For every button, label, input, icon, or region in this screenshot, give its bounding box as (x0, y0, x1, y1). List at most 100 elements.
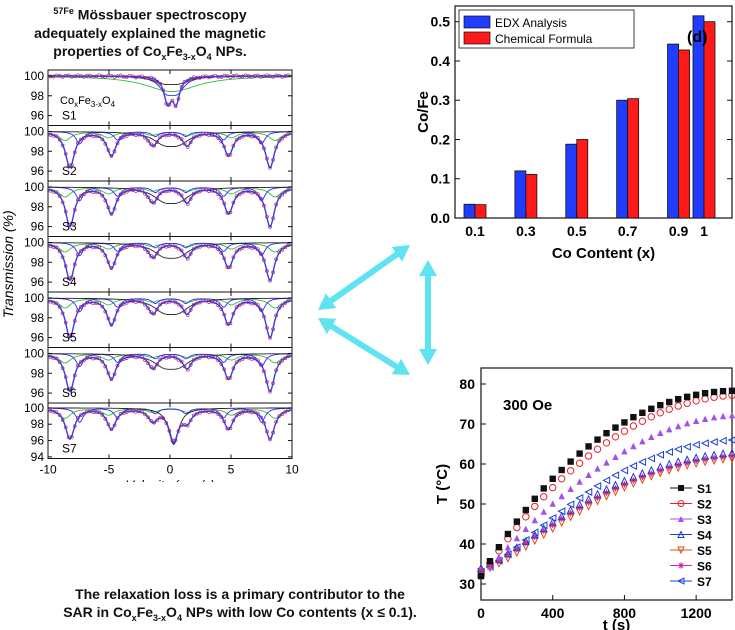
bar-y-tick-label: 0.3 (431, 92, 451, 108)
y-tick-label: 96 (31, 331, 45, 345)
marker-triangle-open (647, 465, 656, 474)
data-point (79, 137, 83, 142)
caption-isotope-sup: 57Fe (53, 6, 74, 16)
fit-curve (47, 299, 293, 339)
x-axis-label: Velocity (mm/s) (125, 478, 214, 483)
data-point (268, 225, 272, 229)
marker-triangle-open (710, 450, 719, 459)
marker-triangle-open (539, 524, 548, 533)
sample-label-s7: S7 (62, 442, 77, 456)
arrow-head (391, 358, 410, 375)
dark-component (48, 242, 292, 259)
marker-triangle-down-open (566, 513, 575, 522)
marker-square-filled (567, 458, 574, 465)
y-tick-label: 98 (31, 144, 45, 158)
caption-line3-pre: properties of Co (53, 42, 162, 59)
bar-y-tick-label: 0.2 (431, 131, 451, 147)
marker-circle-open (647, 413, 656, 421)
bar-chemical-formula (474, 204, 487, 219)
marker-square-filled (549, 475, 556, 482)
marker-square-filled (630, 414, 637, 421)
bottom-caption-post: NPs with low Co contents (x ≤ 0.1). (181, 604, 417, 620)
marker-square-filled (710, 388, 718, 396)
data-point (57, 137, 62, 142)
marker-star (477, 566, 485, 574)
marker-circle-open (584, 452, 593, 460)
marker-triangle-filled (701, 415, 709, 422)
marker-square-filled (504, 530, 512, 538)
green-component (48, 76, 292, 93)
marker-triangle-left-open (575, 493, 584, 503)
y-tick-label: 100 (24, 291, 44, 305)
marker-circle-open (692, 397, 700, 405)
data-point (283, 190, 288, 194)
marker-triangle-open (638, 468, 647, 477)
marker-triangle-left-open (611, 471, 620, 480)
caption-line3-post: NPs. (211, 42, 247, 59)
y-tick-label: 100 (24, 235, 44, 249)
marker-triangle-open (620, 476, 629, 485)
arrow-head (318, 318, 337, 335)
marker-triangle-open (692, 453, 701, 462)
marker-circle-open (531, 502, 539, 511)
marker-triangle-open (727, 448, 735, 457)
sample-label-s4: S4 (62, 275, 77, 289)
heat-legend-label: S2 (697, 498, 712, 512)
x-tick-label: -10 (39, 463, 57, 477)
y-axis-label: Transmission (%) (0, 210, 16, 318)
marker-triangle-down-open (494, 559, 503, 568)
data-point (188, 308, 193, 312)
y-tick-label: 96 (31, 386, 45, 400)
bar-chemical-formula (627, 98, 640, 219)
marker-triangle-left-open (709, 437, 718, 447)
heat-y-tick-label: 30 (459, 576, 475, 592)
arrow-stack-to-heat (318, 318, 410, 375)
marker-square-filled (495, 544, 503, 551)
marker-triangle-filled (540, 508, 547, 515)
legend-label: Chemical Formula (495, 32, 593, 46)
data-point (100, 248, 105, 253)
marker-triangle-down-open (512, 549, 521, 558)
marker-square-filled (701, 390, 709, 397)
bar-edx-analysis (514, 170, 527, 219)
marker-square-filled (477, 572, 485, 580)
caption-line2: adequately explained the magnetic (34, 24, 266, 41)
heat-y-tick-label: 80 (459, 376, 475, 392)
bar-chemical-formula (703, 21, 716, 219)
data-point (268, 389, 272, 394)
marker-square-filled (621, 419, 628, 426)
dark-component (48, 186, 292, 205)
marker-circle-open (566, 467, 575, 475)
marker-triangle-open (548, 517, 557, 526)
marker-triangle-left-open (676, 577, 685, 585)
marker-square-filled (728, 387, 735, 394)
marker-triangle-down-open (593, 497, 602, 506)
y-tick-label: 100 (24, 346, 44, 360)
fit-curve (48, 75, 292, 108)
marker-square-filled (558, 466, 565, 474)
marker-circle-open (540, 493, 548, 501)
marker-triangle-down-open (602, 492, 611, 501)
marker-triangle-filled (683, 420, 691, 427)
heat-x-axis-label: t (s) (603, 617, 631, 630)
heat-legend-label: S1 (697, 482, 712, 496)
marker-triangle-open (575, 500, 584, 509)
mossbauer-panel-s6: 100 98 96 S6 (24, 346, 293, 404)
arrow-bar-to-heat (419, 260, 437, 365)
data-point (79, 194, 83, 198)
data-point (213, 73, 217, 78)
heat-y-tick-label: 40 (459, 536, 475, 552)
data-point (82, 74, 86, 79)
marker-circle-open (602, 439, 611, 447)
data-point (249, 75, 254, 79)
marker-triangle-open (665, 459, 674, 468)
fit-curve (47, 355, 293, 392)
bottom-caption-o: O (166, 604, 177, 620)
marker-circle-open (611, 433, 620, 441)
marker-circle-open (522, 513, 530, 521)
y-tick-label: 100 (24, 180, 44, 194)
heat-legend-label: S4 (697, 529, 712, 543)
caption-sub-x: x (161, 51, 167, 62)
bar-x-axis-label: Co Content (x) (552, 245, 655, 262)
